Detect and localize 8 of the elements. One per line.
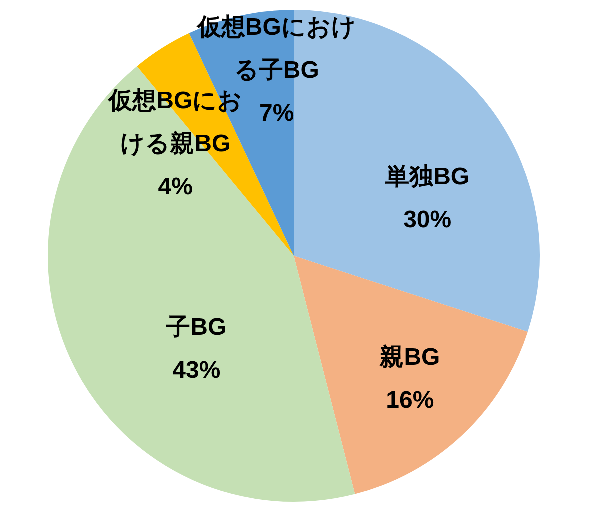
data-label: 4% xyxy=(158,173,193,200)
slice-label: 親BG xyxy=(379,344,440,371)
slice-label: 子BG xyxy=(166,314,227,342)
data-label: 43% xyxy=(172,357,221,384)
slice-label: 単独BG xyxy=(384,163,470,190)
data-label: 7% xyxy=(260,100,294,128)
data-label: 30% xyxy=(404,206,452,234)
data-label: 16% xyxy=(386,386,434,414)
